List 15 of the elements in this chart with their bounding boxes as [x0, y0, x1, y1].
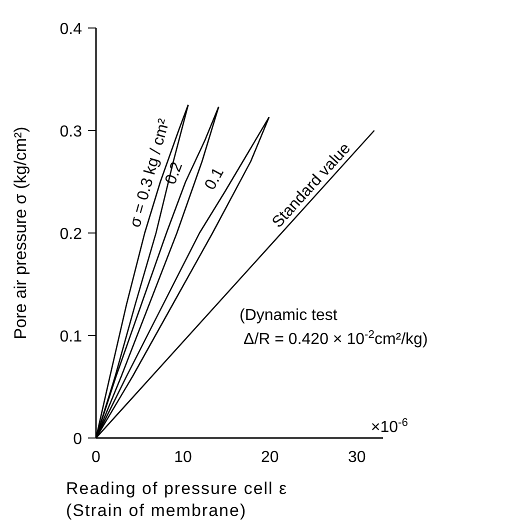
- x-tick-label: 30: [348, 449, 366, 466]
- y-axis-title: Pore air pressure σ (kg/cm²): [11, 126, 30, 340]
- text: 0.1: [202, 165, 228, 193]
- y-tick-label: 0: [73, 431, 82, 448]
- annotation: ×10$^{-6}$: [370, 417, 408, 436]
- annotation: (Dynamic test: [240, 307, 338, 324]
- x-axis-title: Reading of pressure cell ε (Strain of membrane): [66, 478, 289, 522]
- y-tick-label: 0.2: [60, 226, 82, 243]
- y-tick-label: 0.1: [60, 328, 82, 346]
- annotation: Δ/R = 0.420 × 10$^{-2}$cm²/kg): [244, 329, 428, 348]
- y-tick-label: 0.4: [60, 21, 82, 38]
- x-tick-label: 20: [261, 449, 279, 466]
- x-tick-label: 10: [174, 449, 192, 466]
- y-tick-label: 0.3: [60, 124, 82, 140]
- x-tick-label: 0: [92, 449, 101, 466]
